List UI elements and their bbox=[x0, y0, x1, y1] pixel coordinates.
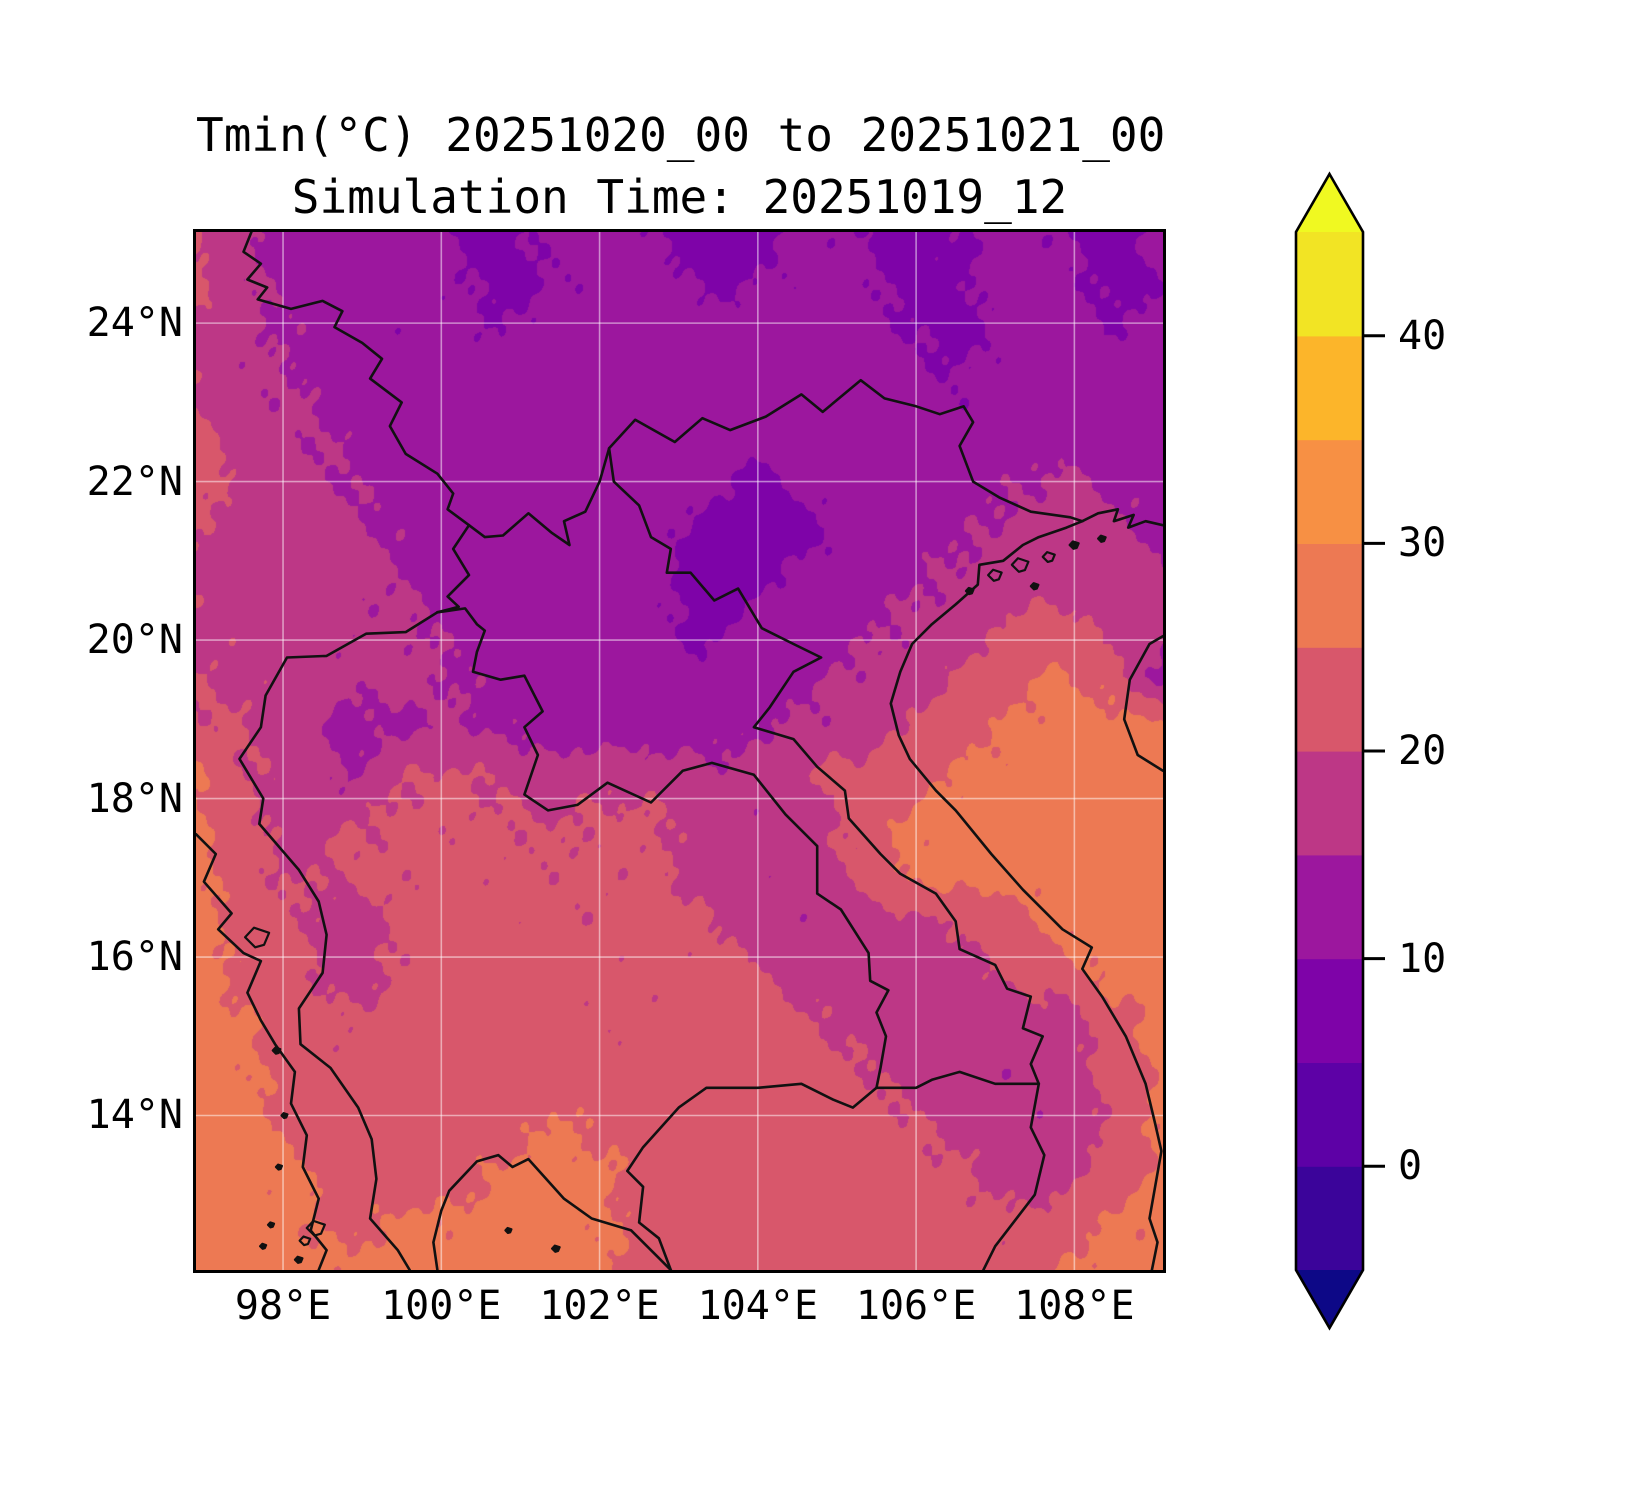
border-myanmar-coast bbox=[196, 832, 328, 1270]
island-outline bbox=[1097, 534, 1107, 543]
border-thailand-laos-mekong bbox=[436, 607, 890, 1090]
y-tick-label: 14°N bbox=[86, 1092, 183, 1139]
colorbar-tick-label: 20 bbox=[1398, 728, 1447, 774]
island-outline bbox=[964, 586, 975, 596]
colorbar-over-arrow bbox=[1296, 174, 1363, 232]
island-outline bbox=[550, 1244, 561, 1253]
island-outline bbox=[280, 1112, 289, 1120]
island-outline bbox=[987, 568, 1003, 582]
figure-subtitle: Simulation Time: 20251019_12 bbox=[291, 170, 1068, 224]
border-cambodia-thailand bbox=[625, 1082, 878, 1270]
x-tick-label: 106°E bbox=[855, 1283, 977, 1329]
temperature-heatmap-canvas bbox=[196, 232, 1163, 1270]
y-tick-label: 24°N bbox=[86, 300, 183, 347]
colorbar-segment bbox=[1296, 439, 1363, 544]
island-outline bbox=[293, 1255, 304, 1264]
colorbar-segment bbox=[1296, 543, 1363, 648]
island-outline bbox=[305, 1219, 326, 1237]
colorbar-tick-label: 10 bbox=[1398, 935, 1447, 982]
border-thailand-myanmar-west bbox=[238, 610, 439, 1270]
border-laos-vietnam bbox=[607, 447, 1045, 1086]
colorbar-segment bbox=[1296, 647, 1363, 752]
border-cambodia-vietnam bbox=[982, 1082, 1046, 1270]
border-china-coast-ne bbox=[1080, 507, 1163, 529]
border-china-laos-vietnam bbox=[467, 378, 1084, 547]
x-tick-label: 104°E bbox=[697, 1283, 819, 1329]
island-outline bbox=[298, 1235, 312, 1247]
island-outline bbox=[258, 1242, 268, 1250]
x-tick-label: 108°E bbox=[1014, 1283, 1135, 1329]
colorbar-segment bbox=[1296, 335, 1363, 441]
x-tick-label: 98°E bbox=[234, 1283, 332, 1329]
x-tick-label: 100°E bbox=[381, 1283, 502, 1329]
colorbar-tick-label: 30 bbox=[1398, 520, 1447, 567]
island-outline bbox=[1010, 557, 1030, 573]
map-plot-area bbox=[193, 229, 1166, 1273]
border-myanmar-laos-mekong bbox=[436, 523, 471, 614]
island-outline bbox=[271, 1046, 282, 1055]
colorbar-segment bbox=[1296, 1062, 1363, 1167]
border-myanmar-china bbox=[242, 232, 471, 527]
x-tick-label: 102°E bbox=[539, 1283, 660, 1329]
y-tick-label: 18°N bbox=[86, 775, 183, 822]
figure-title: Tmin(°C) 20251020_00 to 20251021_00 bbox=[196, 108, 1166, 162]
y-tick-label: 16°N bbox=[86, 934, 183, 980]
island-outline bbox=[504, 1226, 513, 1235]
island-outline bbox=[1041, 551, 1056, 564]
colorbar-tick-label: 0 bbox=[1398, 1143, 1423, 1190]
colorbar-segment bbox=[1296, 232, 1363, 337]
colorbar-tick-label: 40 bbox=[1398, 312, 1447, 359]
colorbar-outline bbox=[1294, 171, 1365, 1331]
y-tick-label: 22°N bbox=[86, 458, 183, 505]
border-hainan-west-coast bbox=[1122, 634, 1163, 773]
colorbar-segment bbox=[1296, 854, 1363, 960]
island-outline bbox=[266, 1221, 276, 1229]
border-gulf-thailand-coast bbox=[432, 1153, 673, 1270]
colorbar-under-arrow bbox=[1296, 1270, 1363, 1328]
colorbar bbox=[1294, 171, 1385, 1331]
border-cambodia-laos bbox=[875, 1070, 1041, 1090]
colorbar-segment bbox=[1296, 1166, 1363, 1271]
island-outline bbox=[243, 926, 271, 949]
y-tick-label: 20°N bbox=[86, 617, 183, 664]
colorbar-segment bbox=[1296, 751, 1363, 856]
island-outline bbox=[274, 1163, 284, 1171]
island-outline bbox=[1068, 540, 1080, 550]
colorbar-segment bbox=[1296, 958, 1363, 1063]
island-outline bbox=[1029, 582, 1040, 591]
border-vietnam-coast bbox=[889, 519, 1163, 1270]
map-borders-overlay bbox=[196, 232, 1163, 1270]
